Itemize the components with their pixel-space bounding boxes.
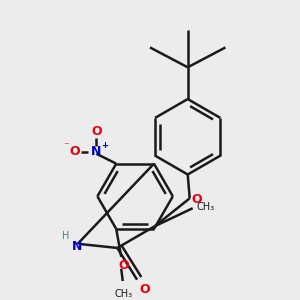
Text: ⁻: ⁻ — [64, 141, 70, 151]
Text: O: O — [118, 259, 128, 272]
Text: O: O — [69, 145, 80, 158]
Text: N: N — [72, 240, 83, 254]
Text: O: O — [91, 125, 102, 138]
Text: O: O — [139, 283, 150, 296]
Text: CH₃: CH₃ — [197, 202, 215, 212]
Text: N: N — [91, 145, 102, 158]
Text: O: O — [192, 193, 202, 206]
Text: CH₃: CH₃ — [114, 289, 132, 298]
Text: H: H — [62, 231, 69, 241]
Text: +: + — [101, 141, 108, 150]
